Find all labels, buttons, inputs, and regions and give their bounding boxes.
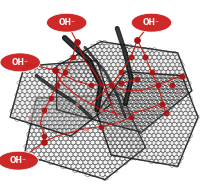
- Ellipse shape: [131, 13, 172, 32]
- Text: OH⁻: OH⁻: [143, 18, 160, 27]
- Text: OH⁻: OH⁻: [10, 156, 27, 165]
- Text: OH⁻: OH⁻: [12, 58, 29, 67]
- Polygon shape: [57, 42, 192, 132]
- Ellipse shape: [46, 13, 87, 32]
- Ellipse shape: [0, 53, 40, 72]
- Polygon shape: [10, 60, 111, 136]
- Text: OH⁻: OH⁻: [58, 18, 75, 27]
- Polygon shape: [24, 94, 145, 180]
- Polygon shape: [97, 72, 198, 166]
- Ellipse shape: [0, 151, 38, 170]
